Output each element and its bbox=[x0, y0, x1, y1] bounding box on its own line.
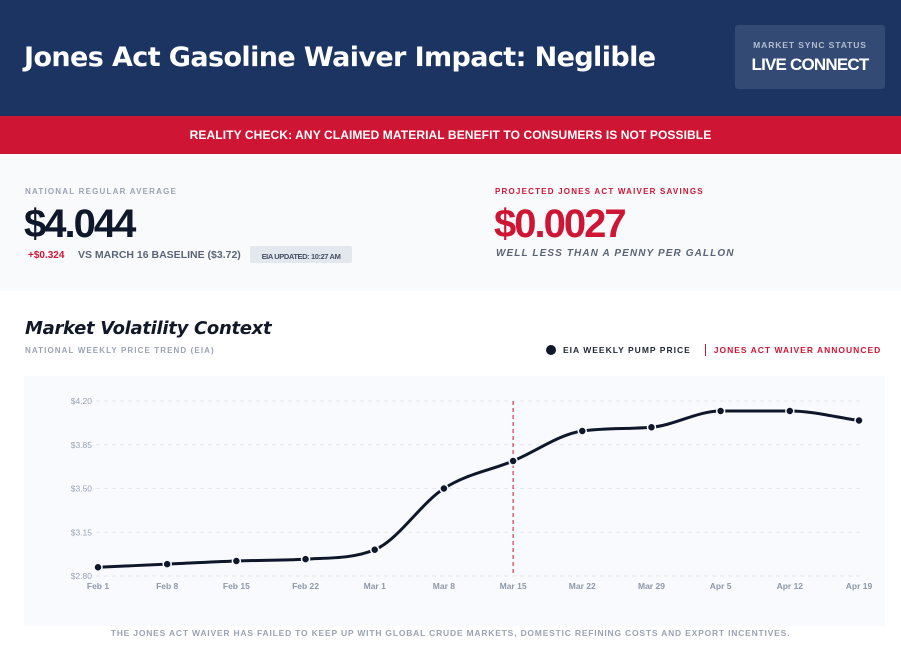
waiver-savings-value: $0.0027 bbox=[494, 202, 627, 246]
sync-status-value: LIVE CONNECT bbox=[751, 55, 870, 74]
x-axis: Feb 1 Feb 8 Feb 15 Feb 22 Mar 1 Mar 8 Mar 15 Ma… bbox=[87, 581, 873, 591]
chart-subtitle: NATIONAL WEEKLY PRICE TREND (EIA) bbox=[25, 346, 215, 355]
chart-area: Feb 1 Feb 8 Feb 15 Feb 22 Mar 1 Mar 8 Mar 15 Ma… bbox=[24, 376, 885, 626]
national-average-value: $4.044 bbox=[24, 202, 136, 246]
x-tick-label: Mar 29 bbox=[638, 581, 665, 591]
data-point-mar-15 bbox=[508, 456, 518, 466]
data-point-feb-22 bbox=[300, 554, 311, 564]
legend-dot-icon bbox=[546, 345, 556, 355]
data-point-mar-22 bbox=[577, 426, 588, 436]
grid-layer bbox=[96, 400, 861, 577]
x-tick-label: Feb 22 bbox=[292, 581, 319, 591]
x-tick-label: Mar 22 bbox=[569, 581, 596, 591]
y-tick-label: $3.15 bbox=[71, 527, 93, 537]
x-tick-label: Apr 5 bbox=[710, 581, 732, 591]
chart-title: Market Volatility Context bbox=[25, 318, 272, 339]
data-point-mar-1 bbox=[369, 545, 380, 555]
legend-entry-pump-price: EIA WEEKLY PUMP PRICE bbox=[563, 345, 691, 355]
data-point-mar-8 bbox=[439, 483, 449, 494]
line-layer bbox=[96, 409, 861, 569]
data-point-apr-5 bbox=[715, 406, 726, 416]
y-tick-label: $4.20 bbox=[71, 396, 93, 406]
x-tick-label: Apr 12 bbox=[777, 581, 804, 591]
x-tick-label: Mar 8 bbox=[433, 581, 455, 591]
data-point-apr-12 bbox=[785, 406, 795, 416]
price-trend-chart: Feb 1 Feb 8 Feb 15 Feb 22 Mar 1 Mar 8 Mar 15 Ma… bbox=[71, 396, 873, 591]
footer-note: THE JONES ACT WAIVER HAS FAILED TO KEEP … bbox=[110, 628, 791, 638]
waiver-savings-subtitle: WELL LESS THAN A PENNY PER GALLON bbox=[496, 248, 735, 259]
y-tick-label: $3.50 bbox=[71, 484, 93, 494]
x-tick-label: Mar 15 bbox=[500, 581, 527, 591]
market-sync-status: MARKET SYNC STATUS LIVE CONNECT bbox=[735, 25, 885, 89]
waiver-savings-label: PROJECTED JONES ACT WAIVER SAVINGS bbox=[495, 187, 704, 196]
x-tick-label: Mar 1 bbox=[364, 581, 386, 591]
baseline-comparison: VS MARCH 16 BASELINE ($3.72) bbox=[78, 249, 241, 261]
y-tick-label: $2.80 bbox=[71, 571, 93, 581]
x-tick-label: Feb 8 bbox=[156, 581, 178, 591]
national-average-label: NATIONAL REGULAR AVERAGE bbox=[25, 187, 178, 196]
price-series-line bbox=[96, 409, 861, 569]
legend-waiver-line-icon bbox=[704, 344, 706, 356]
chart-legend: EIA WEEKLY PUMP PRICE JONES ACT WAIVER A… bbox=[546, 344, 881, 356]
data-point-feb-8 bbox=[162, 559, 172, 569]
y-tick-label: $3.85 bbox=[71, 440, 93, 450]
eia-updated-badge: EIA UPDATED: 10:27 AM bbox=[250, 246, 352, 263]
x-tick-label: Feb 15 bbox=[223, 581, 250, 591]
points-layer bbox=[93, 406, 864, 572]
stats-panel: NATIONAL REGULAR AVERAGE $4.044 +$0.324 … bbox=[0, 154, 901, 291]
data-point-feb-1 bbox=[93, 562, 103, 572]
price-delta: +$0.324 bbox=[28, 250, 65, 261]
eia-updated-text: EIA UPDATED: 10:27 AM bbox=[261, 252, 341, 261]
reality-check-text: REALITY CHECK: ANY CLAIMED MATERIAL BENE… bbox=[189, 128, 712, 142]
y-axis: $2.80 $3.15 $3.50 $3.85 $4.20 bbox=[71, 396, 93, 581]
data-point-feb-15 bbox=[231, 556, 242, 566]
data-point-mar-29 bbox=[646, 422, 657, 432]
header: Jones Act Gasoline Waiver Impact: Neglib… bbox=[0, 0, 901, 116]
page-title: Jones Act Gasoline Waiver Impact: Neglib… bbox=[24, 42, 656, 73]
sync-status-label: MARKET SYNC STATUS bbox=[753, 40, 867, 50]
x-tick-label: Apr 19 bbox=[846, 581, 873, 591]
reality-check-banner: REALITY CHECK: ANY CLAIMED MATERIAL BENE… bbox=[0, 116, 901, 154]
data-point-apr-19 bbox=[854, 415, 864, 426]
x-tick-label: Feb 1 bbox=[87, 581, 109, 591]
legend-entry-waiver: JONES ACT WAIVER ANNOUNCED bbox=[713, 345, 882, 355]
